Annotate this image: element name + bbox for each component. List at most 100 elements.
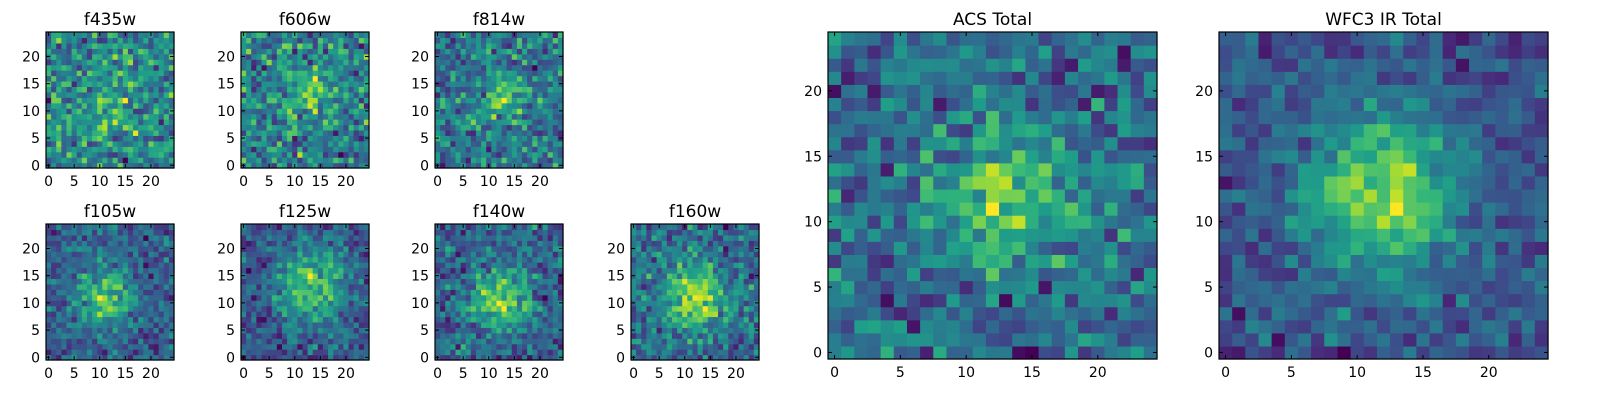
heatmap-cell: [271, 343, 278, 350]
heatmap-cell: [328, 86, 334, 93]
heatmap-cell: [143, 119, 149, 126]
heatmap-cell: [1091, 319, 1105, 334]
heatmap-cell: [97, 140, 103, 147]
heatmap-cell: [127, 42, 134, 49]
heatmap-cell: [450, 140, 457, 147]
heatmap-cell: [256, 262, 263, 269]
heatmap-cell: [287, 151, 293, 158]
heatmap-cell: [281, 119, 288, 126]
heatmap-cell: [343, 91, 350, 98]
heatmap-cell: [117, 162, 124, 169]
chart-title: f814w: [473, 10, 525, 30]
heatmap-cell: [677, 283, 683, 290]
heatmap-cell: [470, 256, 477, 263]
heatmap-cell: [158, 32, 165, 39]
heatmap-cell: [496, 86, 503, 93]
heatmap-cell: [251, 53, 257, 60]
heatmap-cell: [107, 124, 114, 131]
heatmap-cell: [271, 113, 278, 120]
heatmap-cell: [636, 267, 642, 274]
heatmap-cell: [527, 86, 533, 93]
heatmap-cell: [481, 124, 487, 131]
heatmap-cell: [81, 256, 88, 263]
heatmap-cell: [143, 140, 149, 147]
heatmap-cell: [312, 162, 319, 169]
heatmap-cell: [353, 234, 360, 241]
heatmap-cell: [281, 42, 288, 49]
heatmap-cell: [481, 354, 487, 361]
heatmap-cell: [537, 256, 544, 263]
heatmap-cell: [117, 327, 124, 334]
heatmap-cell: [153, 86, 160, 93]
heatmap-cell: [158, 113, 165, 120]
heatmap-cell: [1012, 345, 1026, 360]
heatmap-cell: [312, 327, 319, 334]
heatmap-cell: [542, 234, 549, 241]
heatmap-cell: [440, 294, 446, 301]
heatmap-cell: [276, 75, 283, 82]
heatmap-cell: [470, 124, 477, 131]
heatmap-cell: [1130, 228, 1145, 242]
heatmap-cell: [712, 229, 719, 236]
heatmap-cell: [557, 311, 564, 318]
heatmap-cell: [153, 151, 160, 158]
heatmap-cell: [51, 321, 57, 328]
heatmap-cell: [127, 80, 134, 87]
heatmap-cell: [435, 289, 441, 296]
heatmap-cell: [455, 256, 462, 263]
heatmap-cell: [261, 332, 268, 339]
heatmap-cell: [102, 343, 109, 350]
heatmap-cell: [127, 316, 134, 323]
heatmap-cell: [358, 311, 365, 318]
heatmap-cell: [460, 294, 467, 301]
heatmap-cell: [312, 245, 319, 252]
heatmap-cell: [1012, 175, 1026, 190]
heatmap-cell: [241, 113, 247, 120]
heatmap-cell: [854, 149, 869, 164]
heatmap-cell: [1025, 149, 1040, 164]
heatmap-cell: [158, 294, 165, 301]
heatmap-cell: [547, 229, 554, 236]
heatmap-cell: [1143, 306, 1158, 321]
heatmap-cell: [692, 332, 699, 339]
heatmap-cell: [322, 262, 329, 269]
heatmap-cell: [481, 135, 487, 142]
heatmap-cell: [81, 102, 88, 109]
heatmap-cell: [71, 283, 78, 290]
heatmap-cell: [702, 305, 709, 312]
heatmap-cell: [532, 354, 538, 361]
heatmap-cell: [465, 278, 472, 285]
heatmap-cell: [343, 294, 350, 301]
heatmap-cell: [138, 272, 144, 279]
heatmap-cell: [251, 48, 257, 55]
heatmap-cell: [450, 229, 457, 236]
heatmap-cell: [532, 157, 538, 164]
heatmap-cell: [475, 283, 482, 290]
heatmap-cell: [343, 234, 350, 241]
heatmap-cell: [511, 262, 518, 269]
heatmap-cell: [81, 157, 88, 164]
heatmap-cell: [168, 338, 175, 345]
heatmap-cell: [455, 86, 462, 93]
heatmap-cell: [51, 119, 57, 126]
heatmap-cell: [854, 202, 869, 216]
heatmap-cell: [516, 300, 523, 307]
heatmap-cell: [246, 97, 252, 104]
heatmap-cell: [246, 113, 252, 120]
heatmap-cell: [158, 224, 165, 231]
heatmap-cell: [86, 97, 93, 104]
heatmap-cell: [445, 113, 451, 120]
heatmap-cell: [163, 146, 170, 153]
heatmap-cell: [552, 240, 559, 247]
heatmap-cell: [97, 97, 103, 104]
heatmap-cell: [353, 283, 360, 290]
heatmap-cell: [266, 113, 273, 120]
heatmap-cell: [906, 188, 921, 203]
heatmap-cell: [733, 294, 740, 301]
heatmap-cell: [86, 256, 93, 263]
heatmap-cell: [537, 75, 544, 82]
heatmap-cell: [302, 151, 309, 158]
heatmap-cell: [501, 129, 508, 136]
heatmap-cell: [138, 157, 144, 164]
heatmap-cell: [636, 300, 642, 307]
